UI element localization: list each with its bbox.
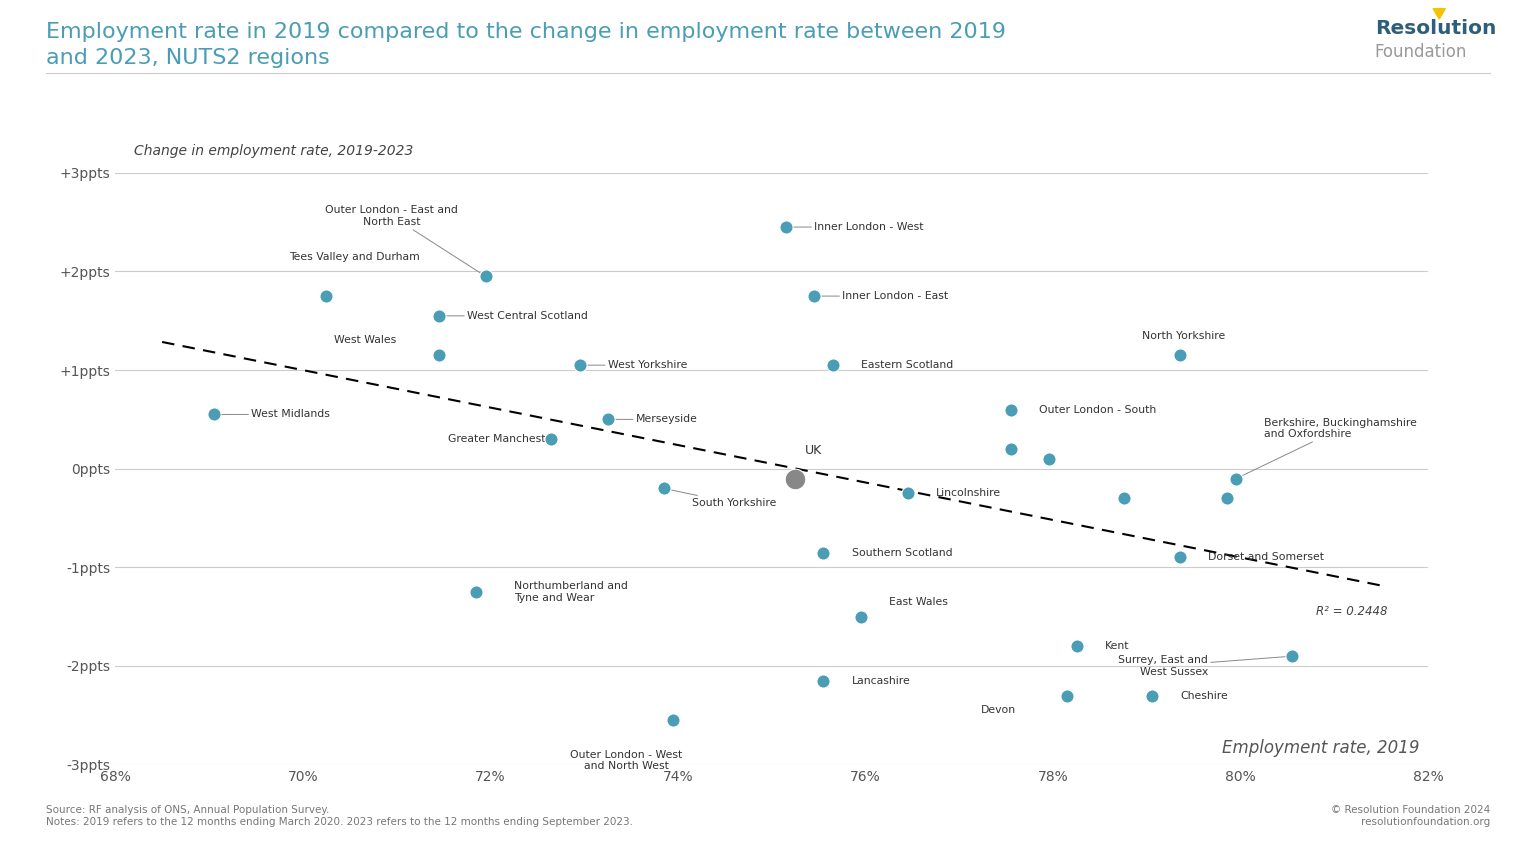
Text: Outer London - South: Outer London - South	[1040, 404, 1157, 415]
Point	[201, 408, 226, 422]
Point	[811, 546, 836, 560]
Text: Outer London - East and
North East: Outer London - East and North East	[326, 206, 482, 274]
Text: Source: RF analysis of ONS, Annual Population Survey.
Notes: 2019 refers to the : Source: RF analysis of ONS, Annual Popul…	[46, 805, 633, 827]
Text: Devon: Devon	[980, 705, 1015, 715]
Point	[1279, 649, 1304, 663]
Point	[660, 714, 685, 727]
Text: and 2023, NUTS2 regions: and 2023, NUTS2 regions	[46, 48, 330, 67]
Text: North Yorkshire: North Yorkshire	[1143, 331, 1226, 340]
Text: UK: UK	[805, 444, 822, 457]
Point	[427, 309, 452, 323]
Point	[473, 270, 498, 283]
Point	[811, 674, 836, 688]
Text: Change in employment rate, 2019-2023: Change in employment rate, 2019-2023	[134, 144, 413, 158]
Text: Merseyside: Merseyside	[611, 415, 697, 424]
Text: Lincolnshire: Lincolnshire	[935, 488, 1001, 499]
Text: Southern Scotland: Southern Scotland	[851, 548, 952, 557]
Text: Greater Manchester: Greater Manchester	[449, 434, 558, 444]
Point	[567, 359, 591, 372]
Text: West Wales: West Wales	[335, 335, 396, 346]
Point	[1112, 492, 1137, 505]
Point	[1167, 550, 1192, 564]
Text: Tees Valley and Durham: Tees Valley and Durham	[289, 251, 419, 262]
Point	[464, 585, 488, 599]
Text: Dorset and Somerset: Dorset and Somerset	[1207, 552, 1324, 562]
Text: Inner London - East: Inner London - East	[819, 291, 948, 301]
Point	[998, 403, 1023, 416]
Text: Eastern Scotland: Eastern Scotland	[862, 360, 954, 370]
Text: Employment rate, 2019: Employment rate, 2019	[1221, 739, 1419, 757]
Point	[1215, 492, 1240, 505]
Point	[596, 412, 621, 426]
Text: East Wales: East Wales	[889, 597, 948, 607]
Point	[1224, 472, 1249, 486]
Text: Northumberland and
Tyne and Wear: Northumberland and Tyne and Wear	[515, 581, 628, 603]
Point	[774, 220, 799, 234]
Point	[1055, 689, 1080, 702]
Point	[427, 348, 452, 362]
Text: Lancashire: Lancashire	[851, 676, 911, 686]
Text: Kent: Kent	[1104, 641, 1129, 651]
Text: West Central Scotland: West Central Scotland	[442, 311, 588, 321]
Text: West Yorkshire: West Yorkshire	[584, 360, 687, 370]
Point	[1140, 689, 1164, 702]
Point	[539, 432, 564, 446]
Point	[895, 486, 920, 500]
Text: West Midlands: West Midlands	[218, 410, 330, 419]
Text: Outer London - West
and North West: Outer London - West and North West	[570, 750, 682, 772]
Point	[849, 610, 874, 624]
Text: R² = 0.2448: R² = 0.2448	[1316, 606, 1387, 619]
Point	[802, 289, 826, 303]
Point	[998, 442, 1023, 456]
Text: Foundation: Foundation	[1375, 43, 1467, 61]
Text: Cheshire: Cheshire	[1180, 690, 1227, 701]
Text: © Resolution Foundation 2024
resolutionfoundation.org: © Resolution Foundation 2024 resolutionf…	[1330, 805, 1490, 827]
Point	[313, 289, 338, 303]
Point	[1167, 348, 1192, 362]
Point	[1037, 452, 1061, 466]
Text: Employment rate in 2019 compared to the change in employment rate between 2019: Employment rate in 2019 compared to the …	[46, 22, 1006, 41]
Point	[820, 359, 845, 372]
Point	[783, 472, 808, 486]
Point	[651, 481, 676, 495]
Point	[1064, 639, 1089, 653]
Text: Berkshire, Buckinghamshire
and Oxfordshire: Berkshire, Buckinghamshire and Oxfordshi…	[1240, 417, 1418, 477]
Text: Inner London - West: Inner London - West	[790, 222, 923, 232]
Text: Resolution: Resolution	[1375, 19, 1496, 38]
Text: South Yorkshire: South Yorkshire	[668, 489, 777, 508]
Text: Surrey, East and
West Sussex: Surrey, East and West Sussex	[1118, 655, 1289, 677]
